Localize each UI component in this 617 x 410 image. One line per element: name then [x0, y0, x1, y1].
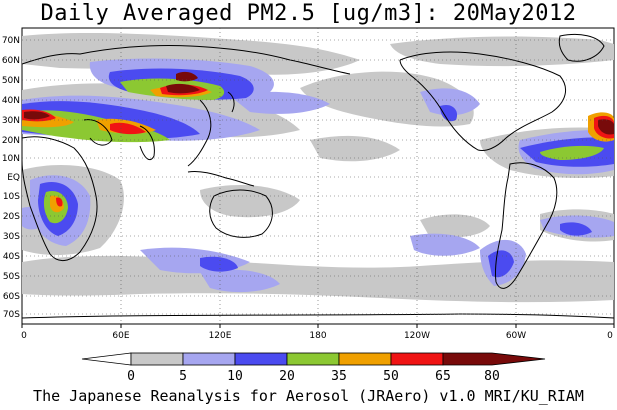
colorbar-cell-1: [130, 352, 184, 366]
lat-label: 70N: [2, 36, 20, 46]
lat-label: 40N: [2, 96, 20, 106]
lat-label: EQ: [7, 173, 20, 183]
colorbar-tick-label: 20: [279, 369, 295, 384]
lon-label: 60W: [506, 331, 526, 341]
colorbar-labels: 0 5 10 20 35 50 65 80: [127, 369, 500, 384]
lat-label: 60S: [3, 292, 20, 302]
footer-credit: The Japanese Reanalysis for Aerosol (JRA…: [33, 387, 584, 405]
colorbar-cell-7: [442, 352, 546, 366]
lat-label: 30S: [3, 232, 20, 242]
colorbar-tick-label: 65: [435, 369, 451, 384]
colorbar-tick-label: 0: [127, 369, 135, 384]
longitude-ticks: [21, 324, 615, 328]
lat-label: 10N: [2, 154, 20, 164]
colorbar-cell-5: [338, 352, 392, 366]
lon-label: 120W: [404, 331, 430, 341]
lat-label: 20S: [3, 212, 20, 222]
colorbar-cell-6: [390, 352, 444, 366]
lon-label: 60E: [112, 331, 129, 341]
colorbar-cell-2: [182, 352, 236, 366]
colorbar-cell-4: [286, 352, 340, 366]
lat-label: 10S: [3, 192, 20, 202]
colorbar-tick-label: 10: [227, 369, 243, 384]
lat-label: 20N: [2, 136, 20, 146]
lat-label: 40S: [3, 252, 20, 262]
lat-label: 50N: [2, 76, 20, 86]
lon-label: 180: [309, 331, 326, 341]
latitude-labels: 70N 60N 50N 40N 30N 20N 10N EQ 10S 20S 3…: [2, 36, 20, 320]
lat-label: 70S: [3, 310, 20, 320]
lon-label: 120E: [209, 331, 232, 341]
pm25-field: [22, 28, 614, 324]
colorbar-cell-3: [234, 352, 288, 366]
longitude-labels: 0 60E 120E 180 120W 60W 0: [21, 331, 613, 341]
lat-label: 30N: [2, 116, 20, 126]
lon-label: 0: [21, 331, 27, 341]
pm25-level-80-plus: [24, 71, 614, 135]
map-title: Daily Averaged PM2.5 [ug/m3]: 20May2012: [40, 1, 577, 26]
lat-label: 50S: [3, 272, 20, 282]
colorbar-tick-label: 50: [383, 369, 399, 384]
colorbar: [81, 352, 546, 366]
coastlines: [22, 33, 614, 319]
colorbar-cell-0: [81, 352, 132, 366]
graticule: [22, 28, 614, 324]
colorbar-tick-label: 5: [179, 369, 187, 384]
lon-label: 0: [607, 331, 613, 341]
colorbar-tick-label: 35: [331, 369, 347, 384]
colorbar-tick-label: 80: [484, 369, 500, 384]
lat-label: 60N: [2, 56, 20, 66]
